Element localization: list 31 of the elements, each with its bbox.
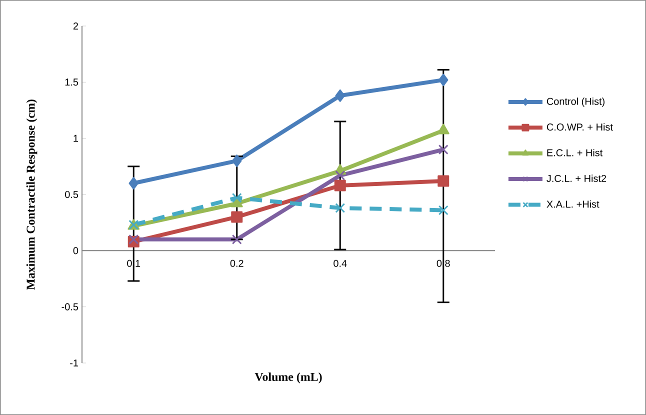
point: [438, 175, 450, 187]
point: [128, 177, 138, 190]
y-tick-label: -1: [70, 360, 78, 366]
point: [232, 154, 242, 168]
point: [232, 192, 242, 203]
y-tick-label: 0.5: [65, 190, 78, 198]
legend-label: X.A.L. +Hist: [546, 200, 600, 208]
point: [231, 211, 243, 223]
y-tick-label: 0: [73, 247, 78, 254]
x-axis-title: Volume (mL): [254, 372, 322, 384]
legend-label: C.O.WP. + Hist: [546, 123, 613, 131]
point: [334, 180, 346, 192]
point: [437, 124, 450, 134]
point: [232, 234, 242, 244]
x-tick-label: 0.2: [230, 260, 244, 267]
point: [128, 234, 139, 244]
point: [335, 202, 346, 213]
point: [438, 74, 448, 86]
x-tick-label: 0.4: [334, 260, 347, 267]
y-tick-label: 1: [74, 134, 78, 142]
y-tick-label: -0.5: [62, 303, 78, 310]
y-tick-label: 1.5: [65, 78, 78, 86]
point: [335, 170, 346, 180]
point: [335, 89, 345, 102]
point: [438, 205, 448, 216]
legend-label: J.C.L. + Hist2: [546, 174, 606, 182]
y-tick-label: 2: [73, 22, 78, 30]
legend-label: Control (Hist): [546, 98, 604, 107]
y-axis-title: Maximum Contractile Response (cm): [26, 100, 38, 290]
point: [438, 144, 448, 155]
legend-label: E.C.L. + Hist: [547, 148, 603, 156]
